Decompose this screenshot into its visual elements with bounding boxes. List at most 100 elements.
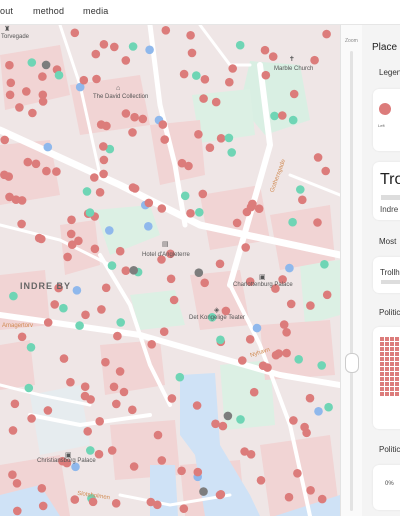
place-marker[interactable] — [175, 372, 185, 382]
place-marker[interactable] — [102, 121, 111, 131]
place-marker[interactable] — [186, 209, 195, 218]
place-marker[interactable] — [95, 188, 105, 197]
place-marker[interactable] — [289, 416, 298, 425]
place-marker[interactable] — [282, 348, 291, 358]
place-marker[interactable] — [130, 112, 139, 122]
place-marker[interactable] — [66, 377, 75, 387]
place-marker[interactable] — [146, 497, 156, 507]
place-marker[interactable] — [12, 506, 22, 516]
place-marker[interactable] — [27, 58, 37, 67]
place-marker[interactable] — [223, 411, 233, 421]
place-marker[interactable] — [199, 487, 208, 496]
place-marker[interactable] — [50, 300, 59, 309]
place-marker[interactable] — [88, 497, 98, 507]
place-marker[interactable] — [284, 492, 294, 502]
place-marker[interactable] — [317, 361, 327, 370]
place-marker[interactable] — [314, 407, 323, 416]
nav-item-method[interactable]: method — [33, 6, 65, 16]
place-marker[interactable] — [313, 218, 322, 227]
place-marker[interactable] — [38, 501, 48, 511]
place-marker[interactable] — [54, 283, 63, 293]
place-marker[interactable] — [5, 90, 15, 100]
place-marker[interactable] — [97, 305, 106, 314]
place-marker[interactable] — [26, 343, 36, 352]
place-marker[interactable] — [75, 321, 84, 330]
place-marker[interactable] — [17, 196, 27, 205]
place-marker[interactable] — [28, 108, 37, 118]
place-marker[interactable] — [177, 466, 186, 476]
place-marker[interactable] — [296, 185, 305, 194]
place-marker[interactable] — [54, 70, 64, 80]
place-marker[interactable] — [17, 332, 27, 342]
place-marker[interactable] — [144, 198, 154, 208]
place-marker[interactable] — [121, 56, 131, 65]
place-marker[interactable] — [240, 447, 249, 456]
place-marker[interactable] — [38, 90, 48, 100]
place-marker[interactable] — [83, 427, 92, 436]
place-marker[interactable] — [8, 426, 18, 435]
place-marker[interactable] — [215, 490, 225, 500]
place-marker[interactable] — [232, 218, 242, 228]
place-marker[interactable] — [184, 161, 193, 171]
place-marker[interactable] — [129, 266, 138, 275]
place-marker[interactable] — [107, 261, 117, 270]
place-marker[interactable] — [289, 89, 299, 99]
place-marker[interactable] — [92, 74, 101, 84]
place-marker[interactable] — [159, 327, 169, 337]
nav-item-media[interactable]: media — [83, 6, 109, 16]
place-marker[interactable] — [38, 72, 47, 81]
place-marker[interactable] — [115, 367, 125, 376]
place-marker[interactable] — [278, 111, 287, 120]
place-marker[interactable] — [221, 306, 231, 316]
place-marker[interactable] — [8, 470, 17, 480]
place-marker[interactable] — [310, 55, 319, 65]
place-marker[interactable] — [246, 450, 256, 459]
place-marker[interactable] — [180, 191, 190, 201]
place-marker[interactable] — [43, 142, 53, 152]
place-marker[interactable] — [194, 268, 204, 277]
place-marker[interactable] — [58, 456, 67, 466]
place-marker[interactable] — [249, 387, 259, 397]
place-marker[interactable] — [324, 402, 333, 412]
place-marker[interactable] — [271, 284, 280, 293]
place-marker[interactable] — [216, 134, 226, 143]
place-marker[interactable] — [177, 158, 187, 168]
zoom-track[interactable] — [350, 51, 353, 511]
place-marker[interactable] — [153, 500, 162, 510]
place-marker[interactable] — [109, 382, 119, 392]
place-marker[interactable] — [147, 340, 156, 349]
place-marker[interactable] — [0, 170, 9, 180]
place-marker[interactable] — [15, 103, 24, 112]
place-marker[interactable] — [9, 291, 18, 301]
place-marker[interactable] — [166, 274, 176, 284]
place-marker[interactable] — [293, 469, 302, 478]
place-marker[interactable] — [211, 97, 221, 107]
place-marker[interactable] — [38, 97, 48, 106]
place-marker[interactable] — [80, 391, 90, 401]
place-marker[interactable] — [24, 383, 34, 393]
place-marker[interactable] — [101, 283, 111, 293]
place-marker[interactable] — [59, 303, 68, 313]
place-marker[interactable] — [99, 155, 109, 165]
place-marker[interactable] — [298, 195, 307, 205]
place-marker[interactable] — [179, 69, 189, 79]
place-marker[interactable] — [157, 456, 167, 465]
place-marker[interactable] — [128, 128, 137, 137]
place-marker[interactable] — [160, 135, 169, 144]
nav-item-about[interactable]: out — [0, 6, 14, 16]
place-marker[interactable] — [192, 401, 202, 410]
place-marker[interactable] — [27, 414, 36, 423]
place-marker[interactable] — [207, 313, 217, 322]
place-marker[interactable] — [37, 484, 47, 493]
place-marker[interactable] — [74, 236, 83, 246]
place-marker[interactable] — [0, 135, 9, 145]
place-marker[interactable] — [241, 243, 250, 252]
place-marker[interactable] — [245, 335, 255, 344]
place-marker[interactable] — [107, 446, 117, 455]
place-marker[interactable] — [169, 295, 179, 305]
place-marker[interactable] — [52, 167, 61, 176]
place-marker[interactable] — [260, 45, 270, 55]
place-marker[interactable] — [228, 64, 237, 73]
place-marker[interactable] — [79, 75, 89, 85]
place-marker[interactable] — [129, 462, 139, 471]
